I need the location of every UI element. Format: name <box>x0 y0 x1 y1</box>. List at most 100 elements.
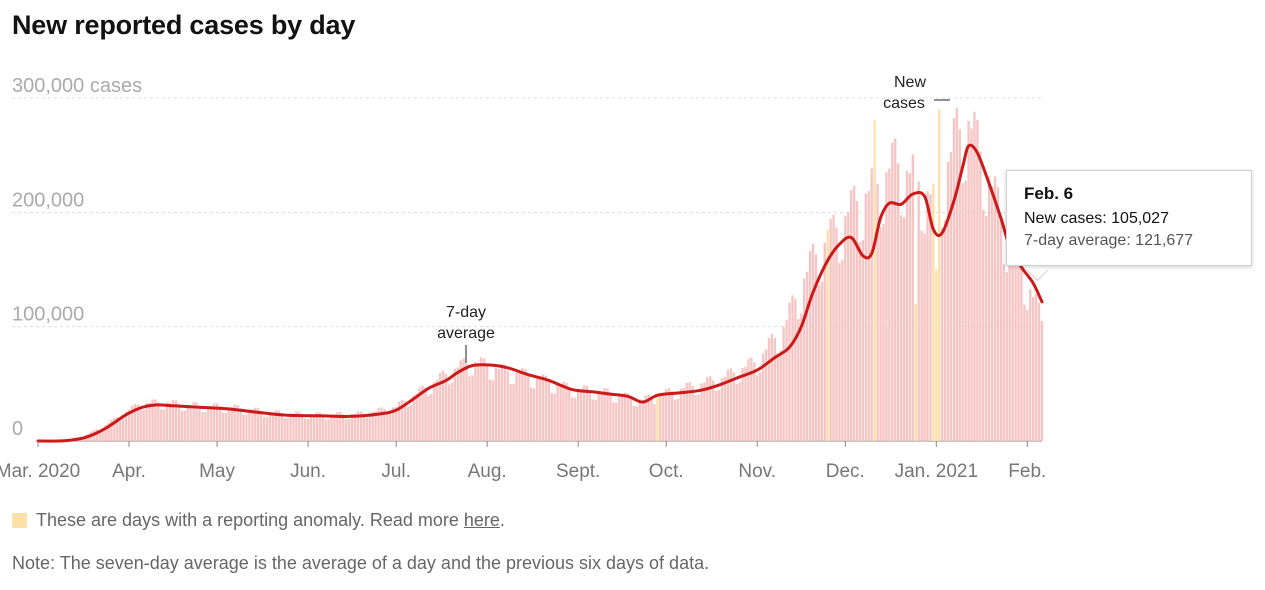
daily-bar <box>139 410 142 441</box>
daily-bar <box>773 338 777 441</box>
daily-bar <box>791 295 794 441</box>
daily-bar <box>641 399 644 441</box>
read-more-link[interactable]: here <box>463 510 500 530</box>
daily-bar <box>333 414 336 441</box>
daily-bar <box>1023 304 1026 441</box>
daily-bar <box>386 414 389 441</box>
daily-bar <box>817 284 821 441</box>
anomaly-bar <box>656 392 659 441</box>
daily-bar <box>198 405 201 441</box>
daily-bar <box>888 168 891 441</box>
daily-bar <box>430 394 433 441</box>
x-tick-label: Sept. <box>556 461 600 482</box>
daily-bar <box>797 319 800 441</box>
daily-bar <box>568 387 571 441</box>
daily-bar <box>808 250 812 441</box>
daily-bar <box>201 412 204 441</box>
annotation-avg-line1: 7-day <box>446 304 486 321</box>
daily-bar <box>559 385 562 441</box>
daily-bar <box>192 402 195 441</box>
daily-bar <box>844 216 847 441</box>
daily-bar <box>301 413 304 441</box>
daily-bar <box>952 118 956 442</box>
daily-bar <box>544 375 548 441</box>
daily-bar <box>230 407 233 441</box>
daily-bar <box>908 173 912 441</box>
daily-bar <box>259 410 263 441</box>
tooltip-date: Feb. 6 <box>1024 184 1074 203</box>
anomaly-bar <box>935 269 938 441</box>
anomaly-bar <box>938 109 941 441</box>
daily-bar <box>612 402 615 441</box>
daily-bar <box>1002 264 1006 441</box>
daily-bar <box>521 368 524 441</box>
daily-bar <box>268 412 272 441</box>
daily-bar <box>662 393 665 441</box>
daily-bar <box>606 388 609 441</box>
daily-bar <box>553 393 556 441</box>
daily-bar <box>148 402 151 441</box>
daily-bar <box>462 358 465 441</box>
daily-bar <box>659 394 662 441</box>
daily-bar <box>468 376 471 441</box>
daily-bar <box>820 281 823 441</box>
daily-bar <box>990 186 994 441</box>
daily-bar <box>653 404 656 441</box>
daily-bar <box>879 226 882 441</box>
daily-bar <box>926 191 929 441</box>
daily-bar <box>973 111 976 441</box>
x-tick-label: Jun. <box>290 461 326 482</box>
daily-bar <box>348 418 351 441</box>
daily-bar <box>350 413 354 441</box>
daily-bar <box>679 388 683 441</box>
daily-bar <box>673 399 677 441</box>
daily-bar <box>896 163 900 442</box>
annotation-avg-line2: average <box>437 325 495 342</box>
daily-bar <box>609 393 612 441</box>
daily-bar <box>195 402 198 441</box>
daily-bar <box>439 372 442 441</box>
daily-bar <box>342 414 345 441</box>
daily-bars <box>36 107 1044 442</box>
daily-bar <box>406 406 410 441</box>
daily-bar <box>421 385 424 441</box>
daily-bar <box>204 412 207 441</box>
daily-bar <box>644 395 647 441</box>
daily-bar <box>403 400 407 441</box>
daily-bar <box>497 368 501 441</box>
daily-bar <box>829 218 832 441</box>
daily-bar <box>832 214 835 441</box>
y-tick-label: 200,000 <box>12 189 84 211</box>
daily-bar <box>509 383 512 441</box>
daily-bar <box>183 410 186 441</box>
daily-bar <box>1029 288 1032 441</box>
daily-bar <box>248 409 251 441</box>
y-tick-label: 100,000 <box>12 304 84 326</box>
daily-bar <box>961 183 964 441</box>
daily-bar <box>180 410 184 441</box>
daily-bar <box>488 379 492 441</box>
daily-bar <box>356 411 360 441</box>
daily-bar <box>738 382 741 441</box>
daily-bar <box>251 409 254 441</box>
daily-bar <box>841 259 844 441</box>
daily-bar <box>186 404 189 441</box>
daily-bar <box>321 414 324 441</box>
daily-bar <box>107 423 110 441</box>
daily-bar <box>515 372 518 441</box>
daily-bar <box>295 411 298 441</box>
daily-bar <box>623 392 627 441</box>
daily-bar <box>729 368 732 441</box>
daily-bar <box>744 366 747 441</box>
anomaly-bar <box>914 303 917 441</box>
daily-bar <box>850 189 853 441</box>
daily-bar <box>453 368 457 441</box>
daily-bar <box>116 417 119 441</box>
daily-bar <box>976 119 979 442</box>
daily-bar <box>571 397 574 441</box>
daily-bar <box>142 409 145 441</box>
daily-bar <box>189 404 192 441</box>
daily-bar <box>163 409 166 441</box>
daily-bar <box>218 406 222 441</box>
